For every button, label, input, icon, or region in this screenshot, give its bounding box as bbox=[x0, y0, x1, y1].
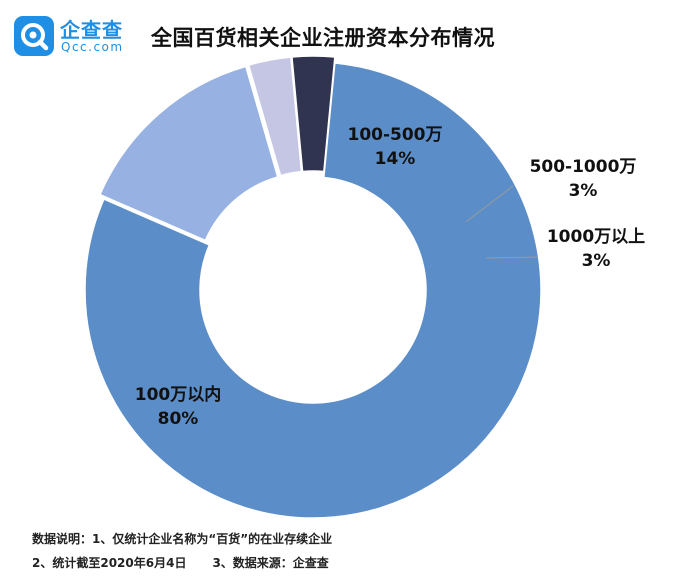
footnote-data-note: 数据说明：1、仅统计企业名称为“百货”的在业存续企业 bbox=[32, 532, 333, 546]
footnote-line-2: 2、统计截至2020年6月4日 3、数据来源：企查查 bbox=[32, 554, 329, 571]
slice-percent-3: 3% bbox=[569, 181, 598, 201]
qcc-logo: 企查查 Qcc.com bbox=[14, 14, 134, 58]
donut-slice-1 bbox=[84, 62, 542, 519]
leader-line-4 bbox=[485, 256, 539, 259]
donut-slice-4 bbox=[291, 55, 336, 173]
slice-label-1: 100万以内 bbox=[135, 384, 222, 405]
qcc-logo-icon bbox=[14, 16, 54, 56]
slice-percent-4: 3% bbox=[582, 251, 611, 271]
footnote-source: 3、数据来源：企查查 bbox=[212, 556, 329, 570]
slice-percent-1: 80% bbox=[158, 409, 199, 429]
donut-slice-3 bbox=[247, 56, 303, 177]
chart-title: 全国百货相关企业注册资本分布情况 bbox=[151, 26, 495, 50]
logo-english-text: Qcc.com bbox=[61, 40, 124, 54]
footnote-date: 2、统计截至2020年6月4日 bbox=[32, 556, 187, 570]
leader-line-3 bbox=[465, 185, 514, 223]
slice-label-4: 1000万以上 bbox=[547, 227, 645, 247]
donut-slice-2 bbox=[98, 65, 279, 242]
logo-chinese-text: 企查查 bbox=[60, 18, 123, 42]
slice-label-3: 500-1000万 bbox=[530, 157, 637, 177]
slice-percent-2: 14% bbox=[375, 149, 416, 169]
slice-label-2: 100-500万 bbox=[347, 125, 442, 145]
header: 企查查 Qcc.com 全国百货相关企业注册资本分布情况 bbox=[14, 10, 674, 62]
